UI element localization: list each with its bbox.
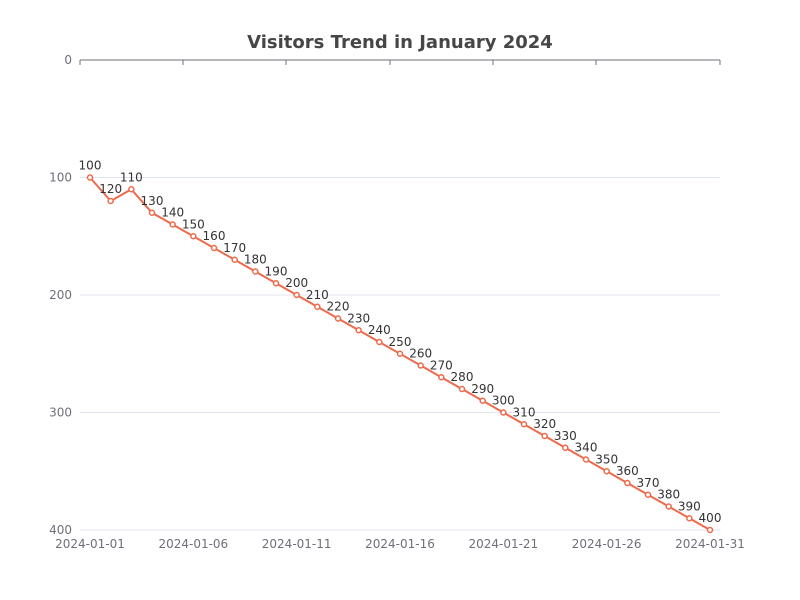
data-label: 320 <box>533 417 556 431</box>
data-label: 290 <box>471 382 494 396</box>
y-tick-label: 400 <box>49 523 72 537</box>
x-tick-label: 2024-01-06 <box>158 537 228 551</box>
data-label: 240 <box>368 323 391 337</box>
data-point <box>686 515 693 522</box>
data-point <box>252 268 259 275</box>
data-point <box>128 186 135 193</box>
data-label: 100 <box>79 159 102 173</box>
data-point <box>334 315 342 322</box>
data-label: 130 <box>141 194 164 208</box>
data-label: 370 <box>637 476 660 490</box>
data-label: 260 <box>409 347 432 361</box>
data-label: 210 <box>306 288 329 302</box>
data-point <box>644 491 652 498</box>
data-point <box>417 362 424 369</box>
data-label: 220 <box>327 300 350 314</box>
x-tick-label: 2024-01-16 <box>365 537 435 551</box>
data-label: 280 <box>451 370 474 384</box>
data-point <box>376 338 383 346</box>
data-label: 300 <box>492 394 515 408</box>
data-label: 330 <box>554 429 577 443</box>
x-tick-label: 2024-01-21 <box>468 537 538 551</box>
x-tick-label: 2024-01-11 <box>262 537 332 551</box>
data-label: 150 <box>182 217 205 231</box>
data-label: 270 <box>430 358 453 372</box>
data-point <box>169 221 176 228</box>
data-label: 180 <box>244 253 267 267</box>
data-label: 190 <box>265 264 288 278</box>
data-label: 140 <box>161 206 184 220</box>
data-point <box>293 291 300 299</box>
data-label: 350 <box>595 452 618 466</box>
x-axis: 2024-01-01 2024-01-06 2024-01-11 2024-01-16… <box>55 59 745 551</box>
data-point <box>210 244 218 252</box>
data-point <box>190 233 197 240</box>
data-point <box>438 374 445 381</box>
chart-title: Visitors Trend in January 2024 <box>247 32 553 53</box>
y-tick-label: 200 <box>49 288 72 302</box>
y-tick-label: 100 <box>49 171 72 185</box>
data-point <box>520 421 528 428</box>
data-point <box>272 280 280 287</box>
data-point <box>231 256 238 263</box>
data-label: 200 <box>285 276 308 290</box>
data-label: 170 <box>223 241 246 255</box>
data-point <box>665 503 672 510</box>
data-label: 400 <box>699 511 722 525</box>
data-point <box>396 350 404 357</box>
data-label: 340 <box>575 441 598 455</box>
data-point <box>603 468 610 475</box>
data-point <box>562 444 569 451</box>
data-point <box>86 174 94 181</box>
data-point <box>107 197 114 205</box>
data-point <box>148 209 156 216</box>
grid-lines <box>80 177 720 531</box>
data-label: 250 <box>389 335 412 349</box>
data-label: 390 <box>678 499 701 513</box>
data-labels: 1001201101301401501601701801902002102202… <box>79 159 722 526</box>
data-label: 230 <box>347 311 370 325</box>
data-label: 120 <box>99 182 122 196</box>
data-point <box>355 327 362 334</box>
y-tick-label: 300 <box>49 406 72 420</box>
y-tick-label: 0 <box>64 53 72 67</box>
data-point <box>314 303 321 310</box>
data-point <box>479 397 486 404</box>
data-point <box>582 456 590 463</box>
data-point <box>541 432 548 440</box>
data-label: 310 <box>513 405 536 419</box>
data-point <box>458 385 466 393</box>
x-tick-label: 2024-01-01 <box>55 537 125 551</box>
x-tick-label: 2024-01-31 <box>675 537 745 551</box>
data-point <box>706 526 714 534</box>
data-point <box>500 409 507 416</box>
data-label: 360 <box>616 464 639 478</box>
data-label: 160 <box>203 229 226 243</box>
data-label: 380 <box>657 488 680 502</box>
x-tick-label: 2024-01-26 <box>572 537 642 551</box>
series-line-group <box>86 174 714 534</box>
data-point <box>624 479 631 487</box>
y-axis: 0 100 200 300 400 <box>49 53 72 537</box>
data-label: 110 <box>120 170 143 184</box>
